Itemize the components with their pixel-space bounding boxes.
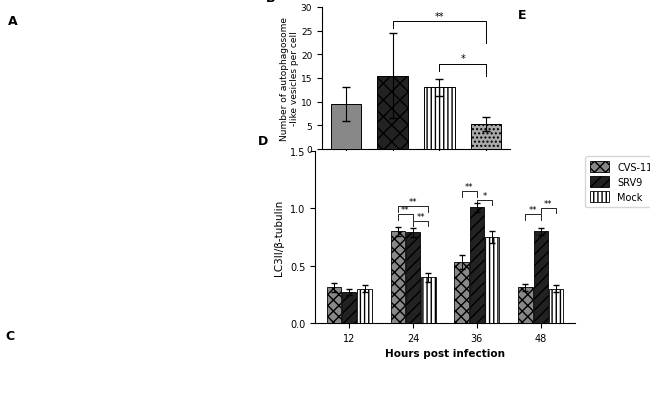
Text: **: ** <box>529 206 538 215</box>
Text: **: ** <box>544 200 552 209</box>
Bar <box>471 125 501 150</box>
Y-axis label: LC3II/β-tubulin: LC3II/β-tubulin <box>274 199 284 275</box>
Text: **: ** <box>401 206 410 215</box>
Bar <box>342 292 356 323</box>
Legend: CVS-11, SRV9, Mock: CVS-11, SRV9, Mock <box>585 156 650 208</box>
Text: C: C <box>5 329 14 342</box>
Bar <box>358 289 372 323</box>
Text: B: B <box>266 0 275 5</box>
Text: A: A <box>8 14 18 28</box>
Bar <box>470 208 484 323</box>
X-axis label: Hours post infection: Hours post infection <box>385 348 505 358</box>
Bar <box>424 88 454 150</box>
Text: **: ** <box>409 198 417 207</box>
Bar <box>485 237 499 323</box>
Bar <box>534 232 548 323</box>
Bar <box>549 289 563 323</box>
Text: *: * <box>482 192 487 201</box>
Text: **: ** <box>417 213 425 221</box>
Text: *: * <box>460 54 465 64</box>
Bar <box>327 288 341 323</box>
Bar <box>378 77 408 150</box>
Bar <box>421 277 436 323</box>
Y-axis label: Number of autophagosome
-like vesicles per cell: Number of autophagosome -like vesicles p… <box>280 17 300 141</box>
Bar <box>518 288 532 323</box>
Bar <box>391 232 405 323</box>
Bar <box>406 233 420 323</box>
Bar <box>454 263 469 323</box>
Text: E: E <box>517 9 526 22</box>
Text: **: ** <box>435 12 444 22</box>
Bar <box>331 105 361 150</box>
Text: **: ** <box>465 183 473 192</box>
Text: D: D <box>258 135 268 148</box>
